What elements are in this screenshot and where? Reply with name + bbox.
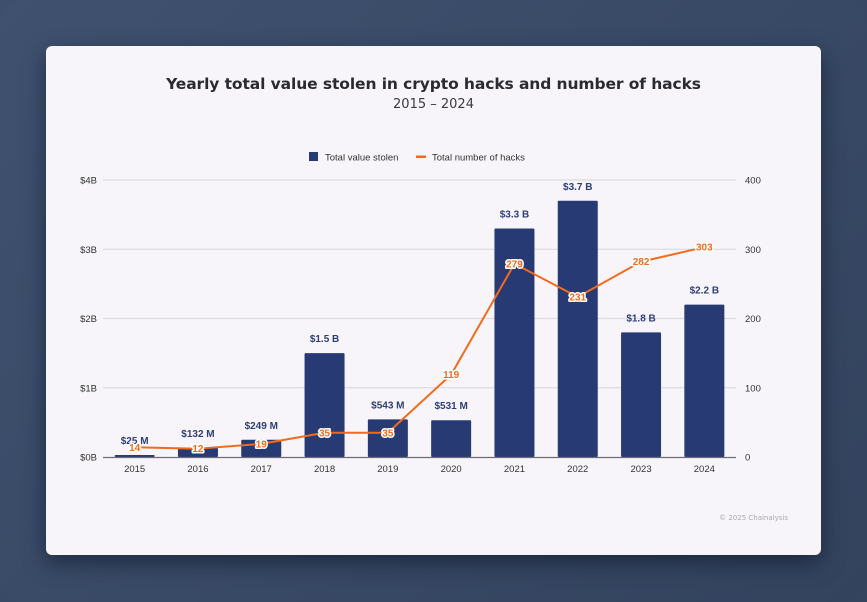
legend-swatch-line: [416, 155, 426, 158]
x-tick-label: 2020: [441, 464, 462, 475]
bar: [177, 447, 218, 457]
x-tick-label: 2015: [124, 464, 145, 475]
x-tick-label: 2019: [377, 464, 398, 475]
line-value-label: 14: [129, 443, 141, 454]
chart-card: Yearly total value stolen in crypto hack…: [46, 46, 821, 555]
bar-value-label: $3.3 B: [500, 209, 529, 220]
legend-label-bars: Total value stolen: [325, 153, 398, 164]
bar: [367, 419, 408, 457]
bar-value-label: $132 M: [181, 429, 214, 440]
bar: [304, 353, 345, 457]
y-left-tick-label: $2B: [80, 314, 97, 325]
bar: [114, 455, 155, 457]
x-tick-label: 2016: [187, 464, 208, 475]
line-value-label-halo: 35: [382, 428, 394, 439]
line-value-label: 19: [256, 439, 268, 450]
y-right-tick-label: 100: [745, 383, 761, 394]
legend-swatch-bars: [309, 152, 318, 161]
x-tick-label: 2024: [694, 464, 715, 475]
line-value-label-halo: 119: [443, 370, 460, 381]
bar-value-label: $3.7 B: [563, 182, 592, 193]
y-axis-left: $0B $1B $2B $3B $4B: [80, 176, 97, 464]
line-value-label-halo: 19: [256, 439, 268, 450]
bar: [684, 304, 725, 457]
line-value-label-halo: 35: [319, 428, 331, 439]
line-value-label-halo: 303: [696, 243, 713, 254]
y-left-tick-label: $4B: [80, 176, 97, 187]
bar: [557, 200, 598, 457]
line-path: [134, 246, 705, 450]
line-series: [134, 246, 705, 450]
line-value-label-halo: 14: [129, 443, 141, 454]
x-tick-label: 2021: [504, 464, 525, 475]
line-value-label-halo: 12: [192, 444, 204, 455]
y-right-tick-label: 200: [745, 314, 761, 325]
legend-label-line: Total number of hacks: [432, 153, 525, 164]
line-value-label: 303: [696, 243, 713, 254]
y-right-tick-label: 0: [745, 453, 750, 464]
bar-value-label: $249 M: [245, 421, 278, 432]
chart-plot: Total value stolen Total number of hacks…: [80, 152, 761, 475]
line-value-label: 35: [382, 428, 394, 439]
bar-value-label: $2.2 B: [690, 286, 719, 297]
chart-subtitle: 2015 – 2024: [393, 97, 474, 112]
bar-series: [114, 200, 725, 457]
bar-value-label: $25 M: [121, 436, 149, 447]
y-right-tick-label: 400: [745, 176, 761, 187]
line-value-label: 279: [506, 259, 523, 270]
bar-value-label: $543 M: [371, 400, 404, 411]
line-value-label: 119: [443, 370, 460, 381]
bar-value-labels: $25 M $132 M $249 M $1.5 B $543 M $531 M $3.3 …: [121, 182, 719, 447]
x-tick-label: 2023: [630, 464, 651, 475]
y-left-tick-label: $0B: [80, 453, 97, 464]
bar-value-label: $1.8 B: [626, 313, 655, 324]
x-tick-label: 2017: [251, 464, 272, 475]
line-value-label-halo: 231: [569, 293, 586, 304]
legend: Total value stolen Total number of hacks: [309, 152, 525, 164]
line-value-label: 12: [192, 444, 204, 455]
bar-value-label: $531 M: [434, 401, 467, 412]
bar: [621, 332, 662, 457]
x-tick-label: 2022: [567, 464, 588, 475]
gridlines: [103, 179, 736, 389]
copyright-credit: © 2025 Chainalysis: [719, 514, 788, 522]
line-value-label-halo: 282: [633, 257, 650, 268]
bar-value-label: $1.5 B: [310, 334, 339, 345]
y-right-tick-label: 300: [745, 245, 761, 256]
bar: [431, 420, 472, 457]
line-value-label: 282: [633, 257, 650, 268]
x-axis-labels: 2015 2016 2017 2018 2019 2020 2021 2022 2023 2024: [124, 464, 715, 475]
x-tick-label: 2018: [314, 464, 335, 475]
line-value-label: 231: [569, 293, 586, 304]
line-value-label-halo: 279: [506, 259, 523, 270]
y-left-tick-label: $3B: [80, 245, 97, 256]
y-left-tick-label: $1B: [80, 383, 97, 394]
bar: [494, 228, 535, 457]
y-axis-right: 0 100 200 300 400: [745, 176, 761, 464]
line-value-label: 35: [319, 428, 331, 439]
chart-title: Yearly total value stolen in crypto hack…: [166, 75, 701, 93]
